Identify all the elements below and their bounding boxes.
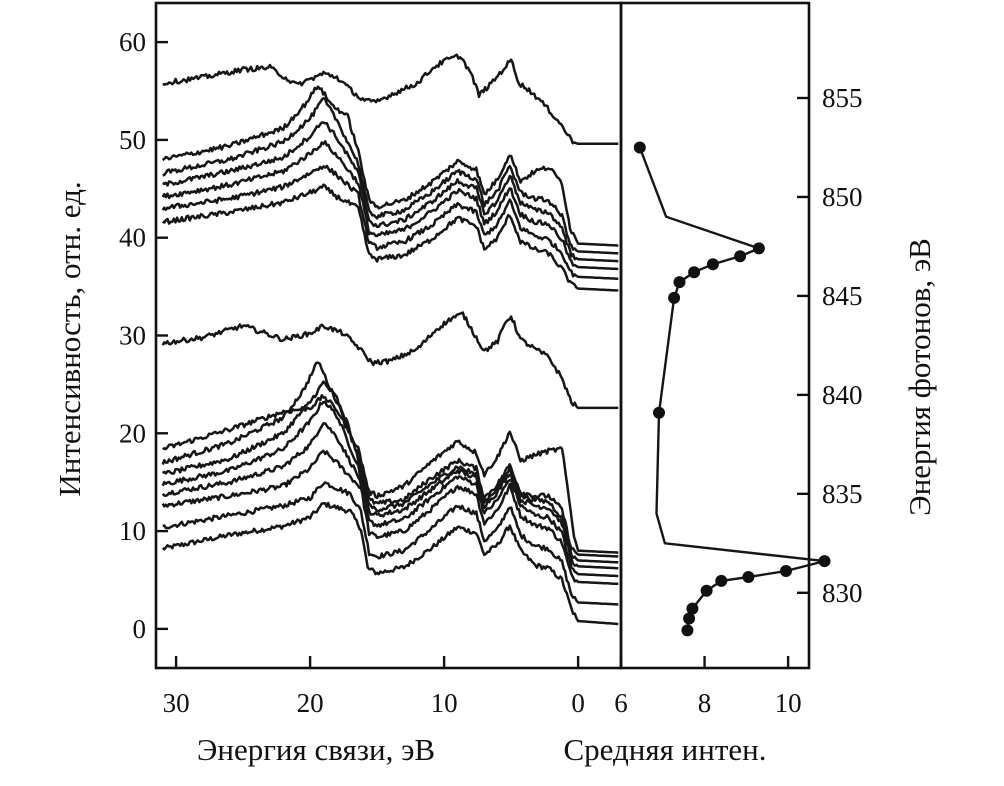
profile-x-tick-label: 10 [775, 688, 802, 718]
spectra-panel: 30 20 10 0 0 10 20 30 40 50 60 Энергия связи, эВ И… [52, 1, 623, 767]
spectra-x-axis-title: Энергия связи, эВ [197, 732, 435, 767]
profile-y-tick-label: 850 [822, 182, 863, 212]
spectra-x-tick-label: 30 [163, 688, 190, 718]
spectrum-line-6 [161, 380, 619, 564]
profile-x-tick-label: 8 [698, 688, 712, 718]
profile-marker [742, 571, 755, 583]
spectra-y-tick-label: 60 [119, 27, 146, 57]
profile-marker [683, 612, 696, 625]
profile-y-tick-label: 855 [822, 83, 863, 113]
spectra-y-axis-title: Интенсивность, отн. ед. [52, 181, 87, 496]
spectrum-line-12 [161, 140, 619, 271]
spectra-x-tick-label: 10 [431, 688, 458, 718]
profile-marker [653, 406, 665, 419]
profile-marker [686, 602, 699, 615]
spectrum-line-8 [162, 394, 619, 554]
profile-plot-frame [619, 1, 811, 670]
profile-line [638, 147, 825, 631]
profile-y-tick-label: 835 [822, 479, 863, 509]
spectrum-line-5 [161, 400, 619, 570]
spectrum-line-14 [162, 96, 619, 255]
profile-y-tick-label: 845 [822, 281, 863, 311]
spectrum-line-7 [161, 361, 619, 558]
spectra-y-tick-label: 10 [119, 516, 146, 546]
profile-y-axis-title: Энергия фотонов, эВ [902, 238, 937, 516]
spectrum-line-16 [162, 53, 619, 146]
spectra-y-tick-label: 0 [133, 614, 147, 644]
profile-marker [706, 258, 719, 271]
profile-marker [734, 250, 747, 263]
profile-marker [818, 555, 831, 568]
profile-marker [668, 291, 681, 304]
profile-marker [780, 565, 792, 577]
profile-marker [688, 266, 701, 279]
spectra-y-tick-label: 20 [119, 418, 146, 448]
spectra-x-tick-label: 20 [297, 688, 324, 718]
spectrum-line-2 [162, 481, 619, 606]
spectra-x-tick-label: 0 [571, 688, 585, 718]
spectra-y-tick-label: 50 [119, 125, 146, 155]
profile-y-tick-label: 830 [822, 578, 863, 608]
profile-marker [700, 584, 713, 597]
profile-x-tick-label: 6 [614, 688, 628, 718]
profile-marker [752, 242, 765, 255]
spectra-y-tick-label: 30 [119, 321, 146, 351]
profile-ticks-group: 6 8 10 830 835 840 845 850 855 [614, 83, 862, 718]
profile-panel: 6 8 10 830 835 840 845 850 855 Средняя интен. Эн… [564, 1, 937, 767]
spectrum-line-1 [161, 501, 619, 626]
spectrum-line-13 [162, 121, 619, 263]
profile-marker [633, 141, 646, 154]
profile-marker [673, 276, 686, 289]
spectrum-line-10 [162, 183, 619, 292]
spectrum-line-11 [161, 164, 619, 281]
spectrum-line-9 [161, 311, 619, 410]
profile-series-group [633, 141, 831, 637]
profile-marker [715, 574, 728, 587]
spectra-y-tick-label: 40 [119, 223, 146, 253]
spectrum-line-15 [161, 85, 619, 247]
spectra-series-group [161, 53, 619, 626]
spectrum-line-4 [161, 422, 619, 578]
profile-y-tick-label: 840 [822, 380, 863, 410]
spectrum-line-3 [161, 449, 619, 586]
profile-x-axis-title: Средняя интен. [564, 732, 767, 767]
profile-marker [681, 624, 694, 637]
spectra-ticks-group: 30 20 10 0 0 10 20 30 40 50 60 [119, 27, 585, 718]
